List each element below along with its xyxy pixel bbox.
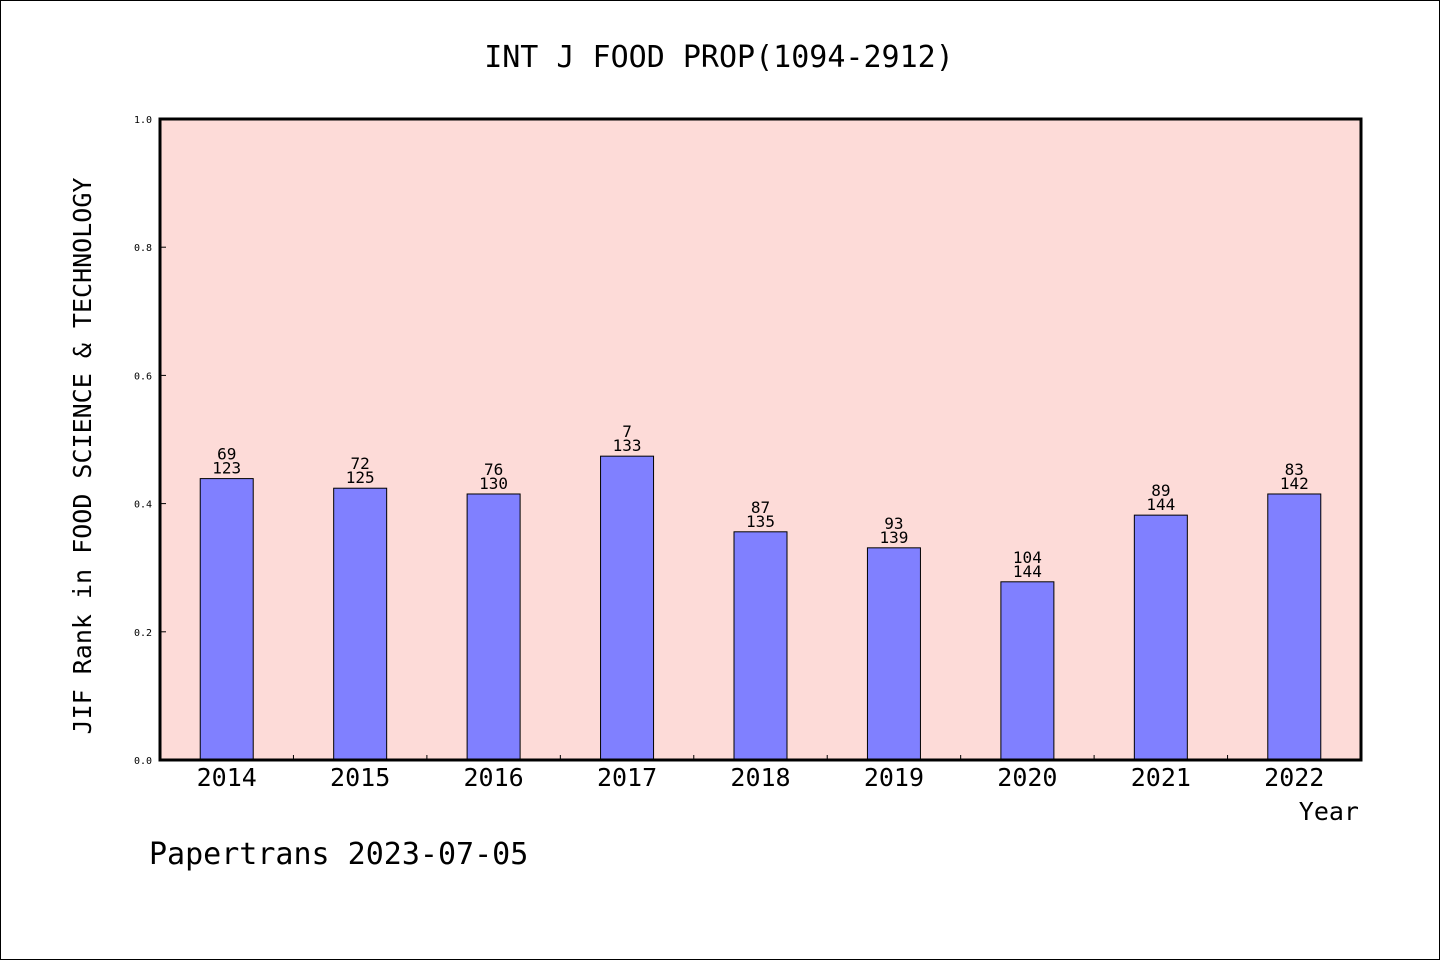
y-tick-label: 0.2 (134, 628, 152, 639)
x-tick-label: 2021 (1131, 763, 1191, 792)
bar-2014 (199, 478, 254, 761)
bar-total-label: 139 (879, 528, 908, 547)
bar-2017 (600, 455, 655, 761)
bar-total-label: 123 (212, 459, 241, 478)
bar-rank-label: 72 (351, 454, 370, 473)
bar-rank-label: 7 (622, 422, 632, 441)
bar-rank-label: 69 (217, 445, 236, 464)
bar-rank-label: 93 (884, 514, 903, 533)
x-tick-label: 2020 (997, 763, 1057, 792)
bar-2020 (1000, 581, 1055, 761)
bar-rank-label: 104 (1013, 548, 1042, 567)
y-tick-label: 0.6 (134, 371, 152, 382)
bar-2022 (1267, 493, 1322, 761)
y-tick-label: 0.4 (134, 500, 152, 511)
bar-total-label: 142 (1280, 474, 1309, 493)
bar-total-label: 133 (613, 436, 642, 455)
y-axis-label: JIF Rank in FOOD SCIENCE & TECHNOLOGY (68, 178, 97, 735)
x-axis-label: Year (1299, 797, 1359, 826)
x-tick-label: 2018 (730, 763, 790, 792)
y-tick-label: 0.0 (134, 756, 152, 767)
x-tick-label: 2017 (597, 763, 657, 792)
x-tick-label: 2022 (1264, 763, 1324, 792)
y-tick-label: 1.0 (134, 115, 152, 126)
bar-rank-label: 83 (1285, 460, 1304, 479)
bar-rank-label: 76 (484, 460, 503, 479)
x-axis: 2014 2015 2016 2017 2018 2019 2020 2021 2022 (197, 755, 1324, 792)
bar-total-label: 125 (346, 468, 375, 487)
bar-total-label: 135 (746, 512, 775, 531)
y-tick-label: 0.8 (134, 243, 152, 254)
bar-2016 (466, 493, 521, 761)
x-tick-label: 2016 (464, 763, 524, 792)
x-tick-label: 2019 (864, 763, 924, 792)
x-tick-label: 2014 (197, 763, 257, 792)
x-tick-label: 2015 (330, 763, 390, 792)
bar-rank-label: 89 (1151, 481, 1170, 500)
plot-border (158, 117, 1363, 762)
bar-2021 (1133, 514, 1188, 761)
chart-title: INT J FOOD PROP(1094-2912) (484, 40, 954, 75)
bar-total-label: 144 (1146, 495, 1175, 514)
bar-2019 (866, 547, 921, 761)
bar-total-label: 144 (1013, 562, 1042, 581)
watermark-text: Papertrans 2023-07-05 (149, 837, 528, 872)
bar-rank-label: 87 (751, 498, 770, 517)
bar-2018 (733, 531, 788, 761)
bar-2015 (333, 487, 388, 761)
bar-total-label: 130 (479, 474, 508, 493)
